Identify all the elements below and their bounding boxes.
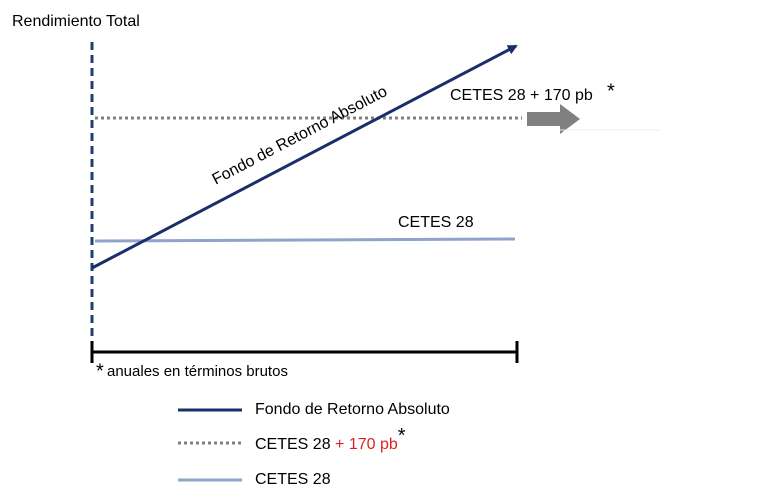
- footnote: anuales en términos brutos: [107, 363, 288, 380]
- gray-arrow: [527, 104, 580, 134]
- legend-label-suffix: + 170 pb: [335, 436, 398, 453]
- fund-line-label: Fondo de Retorno Absoluto: [210, 83, 391, 188]
- cetes-plus-label: CETES 28 + 170 pb: [450, 87, 593, 104]
- cetes-label: CETES 28: [398, 214, 474, 231]
- fund-line: [91, 44, 518, 270]
- legend-asterisk: *: [398, 425, 406, 447]
- legend-label-main: CETES 28: [255, 436, 331, 453]
- axis-label: Rendimiento Total: [12, 13, 140, 30]
- asterisk: *: [607, 80, 615, 102]
- legend-label: CETES 28 + 170 pb*: [255, 425, 406, 453]
- legend-label: CETES 28: [255, 471, 331, 488]
- cetes-line: [94, 237, 516, 243]
- footnote-marker: *: [96, 360, 104, 382]
- legend-label: Fondo de Retorno Absoluto: [255, 401, 450, 418]
